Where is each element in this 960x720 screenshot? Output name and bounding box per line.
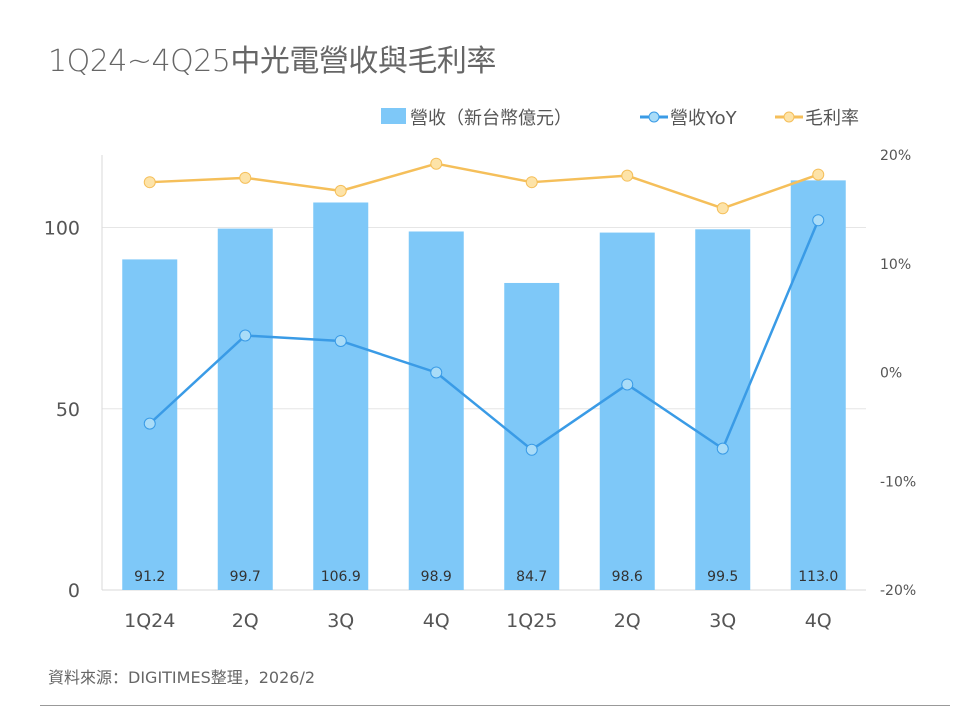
right-axis-tick: 0% xyxy=(880,366,902,382)
margin-point xyxy=(812,168,825,181)
bar-data-label: 98.9 xyxy=(421,569,452,585)
legend-marker-margin xyxy=(783,111,795,123)
margin-point xyxy=(716,202,729,215)
right-axis-tick: -10% xyxy=(880,474,916,490)
x-axis-tick: 4Q xyxy=(423,610,450,632)
bottom-divider xyxy=(40,705,950,706)
x-axis-tick: 3Q xyxy=(709,610,736,632)
yoy-point xyxy=(430,366,443,379)
revenue-bar xyxy=(790,180,846,590)
margin-line xyxy=(149,162,819,210)
margin-point xyxy=(430,157,443,170)
revenue-bar xyxy=(313,202,369,591)
revenue-bar xyxy=(408,231,464,591)
bar-data-label: 98.6 xyxy=(612,569,643,585)
x-axis-tick: 3Q xyxy=(327,610,354,632)
bar-data-label: 99.5 xyxy=(707,569,738,585)
left-axis-tick: 0 xyxy=(68,580,80,602)
legend-swatch-revenue xyxy=(381,108,406,124)
yoy-line xyxy=(148,219,820,451)
yoy-point xyxy=(334,334,347,347)
bar-data-label: 113.0 xyxy=(798,569,838,585)
margin-point xyxy=(334,184,347,197)
yoy-point xyxy=(525,443,538,456)
revenue-bar xyxy=(695,229,751,590)
x-axis-tick: 1Q24 xyxy=(124,610,175,632)
yoy-point xyxy=(716,442,729,455)
bar-data-label: 106.9 xyxy=(321,569,361,585)
bar-data-label: 84.7 xyxy=(516,569,547,585)
x-axis-tick: 1Q25 xyxy=(506,610,557,632)
right-axis-tick: 10% xyxy=(880,257,911,273)
revenue-bar xyxy=(217,228,273,590)
margin-point xyxy=(143,176,156,189)
right-axis-tick: -20% xyxy=(880,583,916,599)
yoy-point xyxy=(143,417,156,430)
yoy-point xyxy=(621,378,634,391)
legend-marker-yoy xyxy=(648,111,660,123)
left-axis-tick: 50 xyxy=(56,399,80,421)
margin-point xyxy=(621,169,634,182)
bar-data-label: 99.7 xyxy=(230,569,261,585)
legend-label-yoy: 營收YoY xyxy=(670,108,738,129)
chart-title: 1Q24~4Q25中光電營收與毛利率 xyxy=(48,44,496,79)
yoy-point xyxy=(812,214,825,227)
bar-data-label: 91.2 xyxy=(134,569,165,585)
x-axis-tick: 4Q xyxy=(805,610,832,632)
left-axis-tick: 100 xyxy=(44,218,80,240)
yoy-point xyxy=(239,329,252,342)
source-note: 資料來源：DIGITIMES整理，2026/2 xyxy=(48,668,316,687)
legend-label-margin: 毛利率 xyxy=(805,108,859,129)
margin-point xyxy=(239,171,252,184)
legend-label-revenue: 營收（新台幣億元） xyxy=(410,108,572,129)
revenue-bar xyxy=(599,232,655,590)
right-axis-tick: 20% xyxy=(880,148,911,164)
margin-point xyxy=(525,176,538,189)
x-axis-tick: 2Q xyxy=(232,610,259,632)
x-axis-tick: 2Q xyxy=(614,610,641,632)
